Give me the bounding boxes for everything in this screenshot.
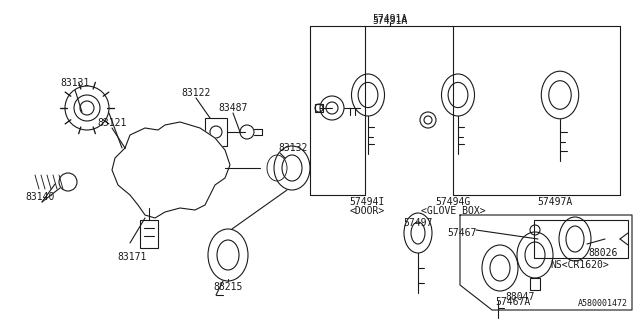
Text: 88026: 88026	[588, 248, 618, 258]
Bar	[205, 118, 227, 146]
Text: 83171: 83171	[117, 252, 147, 262]
Text: 57494G: 57494G	[435, 197, 470, 207]
Text: 57467: 57467	[447, 228, 477, 238]
Text: NS<CR1620>: NS<CR1620>	[550, 260, 609, 270]
Text: A580001472: A580001472	[578, 299, 628, 308]
Text: 83131: 83131	[60, 78, 90, 88]
Text: 83487: 83487	[218, 103, 248, 113]
Text: 88215: 88215	[213, 282, 243, 292]
Text: 83140: 83140	[26, 192, 54, 202]
Bar	[534, 220, 628, 258]
Text: 57497A: 57497A	[538, 197, 573, 207]
Text: 83121: 83121	[97, 118, 127, 128]
Text: 57494I: 57494I	[349, 197, 385, 207]
Text: 83122: 83122	[181, 88, 211, 98]
Polygon shape	[112, 122, 230, 218]
Text: <DOOR>: <DOOR>	[349, 206, 385, 216]
Text: 57491A: 57491A	[372, 16, 408, 26]
Text: 57467A: 57467A	[495, 297, 531, 307]
Text: <GLOVE BOX>: <GLOVE BOX>	[420, 206, 485, 216]
Bar	[315, 104, 323, 112]
Text: 57491A: 57491A	[372, 14, 408, 24]
Text: 88047: 88047	[506, 292, 534, 302]
Text: 83132: 83132	[278, 143, 307, 153]
Bar	[140, 220, 158, 248]
Bar	[530, 278, 540, 290]
Text: 57497: 57497	[403, 218, 433, 228]
